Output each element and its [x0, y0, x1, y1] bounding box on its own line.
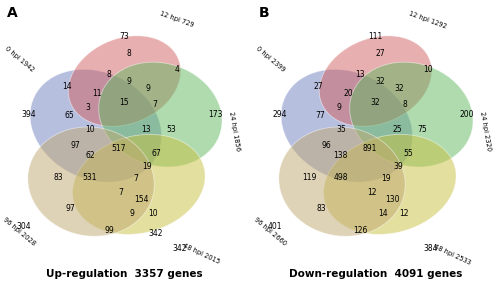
Ellipse shape — [281, 69, 412, 182]
Text: 4: 4 — [174, 65, 180, 74]
Text: 9: 9 — [127, 77, 132, 86]
Ellipse shape — [350, 62, 473, 167]
Text: 96 hpi 2028: 96 hpi 2028 — [2, 217, 36, 247]
Text: 342: 342 — [172, 244, 186, 253]
Text: 97: 97 — [70, 141, 81, 150]
Text: 7: 7 — [118, 188, 124, 197]
Text: 97: 97 — [66, 204, 76, 213]
Text: 19: 19 — [382, 174, 391, 183]
Text: 73: 73 — [120, 32, 130, 41]
Text: 27: 27 — [314, 82, 323, 91]
Text: 25: 25 — [392, 125, 402, 135]
Text: 12 hpi 729: 12 hpi 729 — [160, 11, 195, 28]
Text: 531: 531 — [82, 173, 97, 182]
Ellipse shape — [320, 36, 432, 126]
Text: 55: 55 — [403, 149, 412, 158]
Text: 130: 130 — [385, 195, 400, 204]
Text: 12: 12 — [367, 188, 376, 197]
Text: 48 hpi 2533: 48 hpi 2533 — [432, 243, 472, 265]
Text: 48 hpi 2015: 48 hpi 2015 — [182, 243, 220, 265]
Text: 173: 173 — [208, 110, 222, 119]
Text: 11: 11 — [92, 89, 102, 98]
Text: 401: 401 — [268, 222, 282, 231]
Text: 7: 7 — [152, 100, 157, 109]
Text: 32: 32 — [370, 97, 380, 107]
Text: 3: 3 — [85, 103, 90, 112]
Ellipse shape — [30, 69, 162, 182]
Text: 9: 9 — [129, 209, 134, 218]
Text: 0 hpi 2399: 0 hpi 2399 — [255, 45, 286, 72]
Text: 342: 342 — [148, 229, 163, 238]
Text: 8: 8 — [127, 49, 132, 58]
Text: 24 hpi 1856: 24 hpi 1856 — [228, 111, 241, 152]
Text: 10: 10 — [85, 125, 94, 135]
Text: Down-regulation  4091 genes: Down-regulation 4091 genes — [289, 269, 462, 279]
Text: 154: 154 — [134, 195, 148, 204]
Text: 99: 99 — [104, 226, 114, 235]
Text: 39: 39 — [394, 162, 403, 171]
Text: 12: 12 — [400, 209, 409, 218]
Text: 12 hpi 1292: 12 hpi 1292 — [408, 10, 448, 29]
Text: 14: 14 — [378, 209, 388, 218]
Ellipse shape — [98, 62, 222, 167]
Text: 304: 304 — [17, 222, 32, 231]
Ellipse shape — [72, 135, 205, 234]
Text: 35: 35 — [336, 125, 345, 135]
Text: 77: 77 — [316, 111, 326, 121]
Text: 14: 14 — [62, 82, 72, 91]
Text: 83: 83 — [54, 173, 64, 182]
Text: 32: 32 — [394, 84, 404, 93]
Text: 62: 62 — [85, 150, 94, 160]
Text: 83: 83 — [317, 204, 326, 213]
Text: 19: 19 — [142, 162, 152, 171]
Text: A: A — [8, 6, 18, 20]
Text: 96: 96 — [322, 141, 332, 150]
Text: 384: 384 — [423, 244, 438, 253]
Ellipse shape — [279, 127, 406, 236]
Text: 32: 32 — [376, 77, 385, 86]
Text: 294: 294 — [272, 110, 287, 119]
Text: 9: 9 — [146, 84, 151, 93]
Text: 0 hpi 1942: 0 hpi 1942 — [4, 45, 35, 72]
Text: 517: 517 — [112, 144, 126, 152]
Text: 111: 111 — [368, 32, 382, 41]
Ellipse shape — [68, 36, 180, 126]
Text: 8: 8 — [106, 70, 112, 79]
Text: 13: 13 — [141, 125, 151, 135]
Text: 75: 75 — [417, 125, 427, 135]
Text: 67: 67 — [152, 149, 162, 158]
Text: 126: 126 — [353, 226, 367, 235]
Text: B: B — [258, 6, 269, 20]
Text: 498: 498 — [334, 173, 348, 182]
Ellipse shape — [324, 135, 456, 234]
Text: 65: 65 — [64, 111, 74, 121]
Text: 200: 200 — [459, 110, 473, 119]
Text: 96 hpi 2660: 96 hpi 2660 — [253, 217, 288, 247]
Text: 15: 15 — [120, 97, 130, 107]
Text: 10: 10 — [424, 65, 433, 74]
Text: Up-regulation  3357 genes: Up-regulation 3357 genes — [46, 269, 203, 279]
Text: 53: 53 — [166, 125, 176, 135]
Text: 24 hpi 2320: 24 hpi 2320 — [479, 111, 492, 152]
Text: 9: 9 — [336, 103, 341, 112]
Text: 27: 27 — [376, 49, 385, 58]
Text: 10: 10 — [148, 209, 158, 218]
Ellipse shape — [28, 127, 154, 236]
Text: 394: 394 — [22, 110, 36, 119]
Text: 8: 8 — [403, 100, 407, 109]
Text: 119: 119 — [302, 173, 317, 182]
Text: 20: 20 — [343, 89, 353, 98]
Text: 138: 138 — [334, 150, 348, 160]
Text: 7: 7 — [133, 174, 138, 183]
Text: 891: 891 — [362, 144, 376, 152]
Text: 13: 13 — [355, 70, 365, 79]
